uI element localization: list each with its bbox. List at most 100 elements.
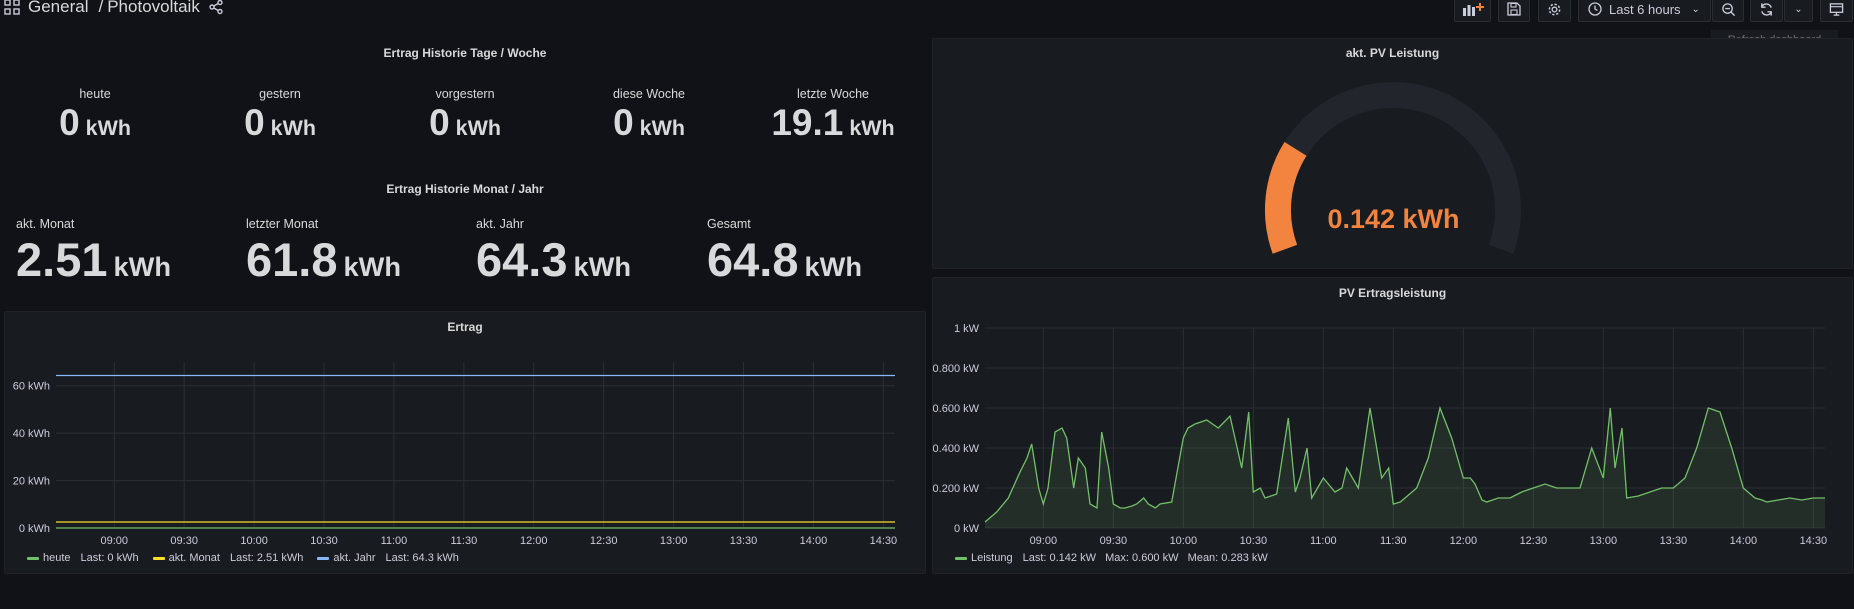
stat-label: akt. Jahr	[476, 217, 524, 231]
legend-name: akt. Monat	[168, 552, 220, 564]
series-line-leistung[interactable]	[984, 405, 1825, 523]
x-tick-label: 13:00	[1590, 535, 1618, 547]
stat-number: 0	[429, 102, 450, 143]
x-tick-label: 13:30	[1660, 535, 1688, 547]
tv-mode-button[interactable]	[1820, 0, 1853, 22]
save-dashboard-button[interactable]	[1498, 0, 1530, 22]
pv-chart[interactable]: 0 kW 0.200 kW 0.400 kW 0.600 kW 0.800 kW 1 kW…	[933, 278, 1854, 575]
series-area-leistung	[985, 408, 1825, 528]
stat-diese-woche: diese Woche 0 kWh	[554, 87, 744, 144]
top-bar: General / Photovoltaik	[0, 0, 1854, 24]
clock-icon	[1588, 2, 1602, 16]
y-tick-label: 0 kWh	[19, 523, 50, 535]
x-tick-label: 14:30	[870, 535, 898, 547]
stat-letzte-woche: letzte Woche 19.1 kWh	[738, 87, 928, 144]
monitor-icon	[1829, 2, 1844, 16]
pv-legend: Leistung Last: 0.142 kW Max: 0.600 kW Mea…	[955, 552, 1274, 564]
legend-swatch	[27, 556, 39, 560]
stat-number: 64.3	[476, 233, 568, 286]
stat-value: 0 kWh	[0, 102, 190, 144]
stat-akt-monat: akt. Monat 2.51 kWh	[16, 217, 236, 287]
stat-label: akt. Monat	[16, 217, 75, 231]
stat-number: 19.1	[771, 102, 844, 143]
legend-item-akt-jahr[interactable]: akt. Jahr Last: 64.3 kWh	[317, 552, 459, 564]
stat-number: 2.51	[16, 233, 108, 286]
legend-item-leistung[interactable]: Leistung Last: 0.142 kW Max: 0.600 kW Mea…	[955, 552, 1268, 564]
breadcrumb-folder[interactable]: General	[28, 0, 89, 16]
stat-value: 0 kWh	[370, 102, 560, 144]
y-tick-label: 20 kWh	[13, 476, 50, 488]
x-tick-label: 09:00	[1030, 535, 1058, 547]
dashboard-settings-button[interactable]	[1538, 0, 1571, 22]
refresh-icon	[1761, 2, 1772, 16]
stat-unit: kWh	[639, 116, 685, 140]
x-tick-label: 11:00	[1310, 535, 1337, 547]
stat-unit: kWh	[455, 116, 501, 140]
stat-gestern: gestern 0 kWh	[185, 87, 375, 144]
stat-unit: kWh	[343, 251, 402, 282]
stat-value: 0 kWh	[185, 102, 375, 144]
legend-name: Leistung	[971, 552, 1013, 564]
refresh-interval-dropdown[interactable]: ⌄	[1784, 0, 1813, 22]
stat-value: 64.8 kWh	[707, 232, 927, 287]
x-tick-label: 12:30	[1520, 535, 1548, 547]
ertrag-legend: heute Last: 0 kWh akt. Monat Last: 2.51 kWh…	[27, 552, 465, 564]
stat-label: gestern	[259, 87, 301, 101]
legend-name: akt. Jahr	[333, 552, 376, 564]
ertrag-chart[interactable]: 0 kWh 20 kWh 40 kWh 60 kWh 09:00 09:30 10:00 10…	[5, 312, 927, 575]
legend-swatch	[955, 556, 967, 560]
legend-item-heute[interactable]: heute Last: 0 kWh	[27, 552, 139, 564]
refresh-button[interactable]	[1750, 0, 1783, 22]
stat-label: vorgestern	[435, 87, 495, 101]
share-icon[interactable]	[208, 0, 224, 15]
panel-title-pv: PV Ertragsleistung	[1338, 286, 1447, 300]
stat-gesamt: Gesamt 64.8 kWh	[707, 217, 927, 287]
x-tick-label: 11:30	[450, 535, 477, 547]
stat-number: 0	[59, 102, 80, 143]
x-tick-label: 11:00	[381, 535, 408, 547]
stat-value: 61.8 kWh	[246, 232, 466, 287]
legend-item-akt-monat[interactable]: akt. Monat Last: 2.51 kWh	[152, 552, 304, 564]
stat-unit: kWh	[270, 116, 316, 140]
breadcrumb-dashboard[interactable]: Photovoltaik	[107, 0, 200, 16]
time-range-label: Last 6 hours	[1609, 1, 1681, 17]
stat-number: 61.8	[246, 233, 338, 286]
gauge-fill	[1265, 142, 1307, 254]
y-tick-label: 0.600 kW	[933, 403, 980, 415]
x-tick-label: 14:00	[800, 535, 828, 547]
panel-ertrag: Ertrag 0 kWh 20 kWh 40 kWh 60 kWh 09:00 09:30…	[4, 311, 926, 574]
legend-name: heute	[43, 552, 71, 564]
legend-swatch	[317, 556, 330, 560]
apps-grid-icon[interactable]	[4, 0, 20, 15]
stat-number: 0	[244, 102, 265, 143]
stat-label: diese Woche	[612, 87, 686, 101]
stat-vorgestern: vorgestern 0 kWh	[370, 87, 560, 144]
x-tick-label: 09:30	[1100, 535, 1128, 547]
panel-title-monat-jahr: Ertrag Historie Monat / Jahr	[386, 182, 544, 196]
stat-number: 0	[613, 102, 634, 143]
panel-title-ertrag: Ertrag	[447, 320, 483, 334]
x-tick-label: 12:30	[590, 535, 618, 547]
x-tick-label: 11:30	[1380, 535, 1407, 547]
zoom-out-button[interactable]	[1712, 0, 1744, 22]
stat-heute: heute 0 kWh	[0, 87, 190, 144]
legend-stats: Last: 2.51 kWh	[229, 552, 304, 564]
breadcrumb-separator: /	[98, 0, 104, 16]
y-tick-label: 1 kW	[954, 323, 980, 335]
chevron-down-icon: ⌄	[1794, 3, 1803, 15]
gauge-svg	[1265, 82, 1521, 254]
time-range-picker[interactable]: Last 6 hours ⌄	[1578, 0, 1711, 22]
y-tick-label: 0 kW	[954, 523, 980, 535]
chevron-down-icon: ⌄	[1691, 3, 1700, 15]
y-tick-label: 0.200 kW	[933, 483, 980, 495]
stat-letzter-monat: letzter Monat 61.8 kWh	[246, 217, 466, 287]
y-tick-label: 40 kWh	[13, 428, 50, 440]
legend-swatch	[152, 556, 165, 560]
x-tick-label: 10:30	[1240, 535, 1268, 547]
add-panel-button[interactable]	[1454, 0, 1491, 22]
stat-unit: kWh	[804, 251, 863, 282]
x-tick-label: 09:30	[170, 535, 198, 547]
x-tick-label: 13:30	[730, 535, 758, 547]
stat-value: 64.3 kWh	[476, 232, 696, 287]
